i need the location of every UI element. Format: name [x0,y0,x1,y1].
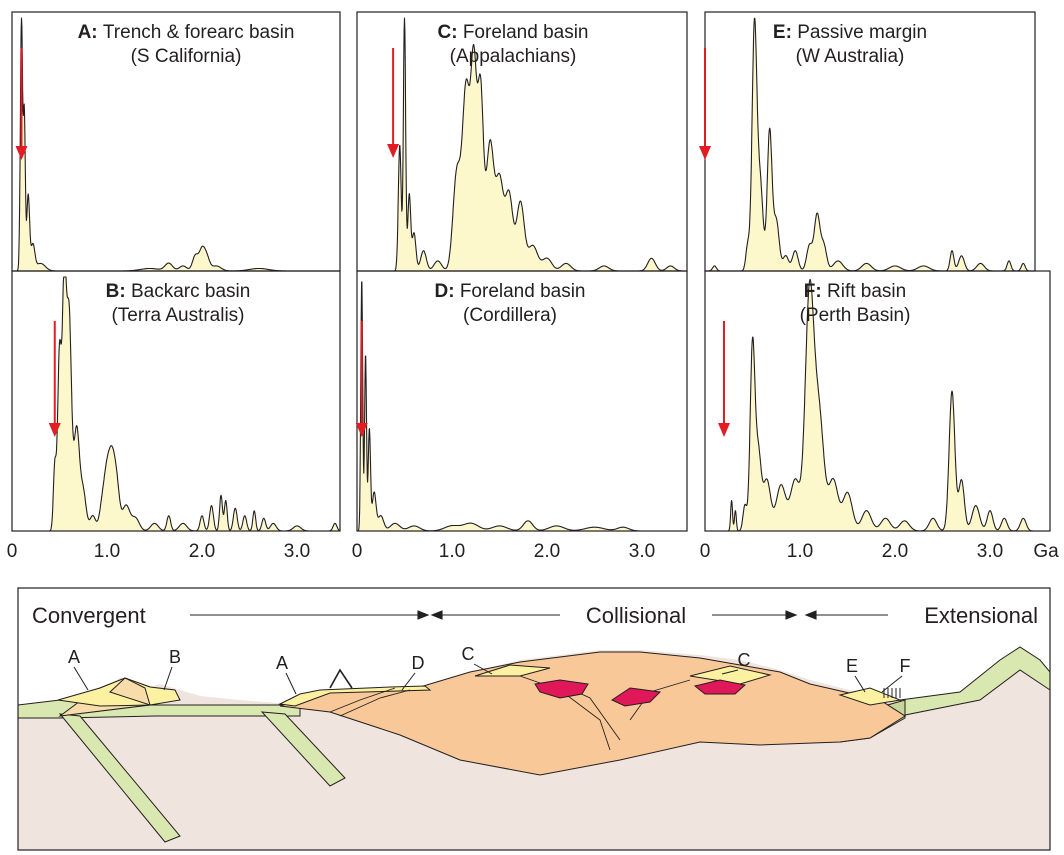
panel-title-text: Foreland basin [463,22,589,43]
sky [18,588,1050,705]
sediment-basin-c-left [474,664,551,677]
panel-title: F: Rift basin [804,281,906,302]
panel-frame [11,270,341,532]
panel-subtitle: (Terra Australis) [111,305,244,326]
arrow-head [355,423,368,437]
subducting-slab-1 [58,713,181,843]
panel-title-text: Trench & forearc basin [103,22,295,43]
panel-frame [356,270,688,532]
heading-collisional: Collisional [586,603,686,628]
arrow-head [15,146,28,160]
heading-extensional: Extensional [924,603,1038,628]
tick-label: 1.0 [787,541,813,562]
panel-title-text: Foreland basin [460,281,586,302]
detrital-age-panels: A: Trench & forearc basin (S California) B… [11,11,1051,532]
panel-title: A: Trench & forearc basin [78,22,295,43]
basin-label: B [169,647,181,667]
age-distribution-e [704,17,1036,272]
panel-letter: A: [78,22,103,43]
panel-c: C: Foreland basin (Appalachians) [356,11,688,272]
panel-subtitle: (Cordillera) [463,305,557,326]
tick-label: 2.0 [882,541,908,562]
panel-letter: B: [106,281,131,302]
age-distribution-f [704,279,1039,532]
tick-label: 3.0 [284,541,310,562]
tick-label: 0 [7,541,18,562]
tick-label: 2.0 [534,541,560,562]
sediment-basin-e-f [838,687,902,706]
arc-volcano [109,677,151,706]
panel-title-text: Rift basin [827,281,906,302]
panel-letter: E: [773,22,797,43]
panel-title-text: Backarc basin [131,281,250,302]
volcano-symbol [329,668,353,689]
rift-hatching [883,688,901,698]
age-distribution-d [356,281,688,532]
panel-title: D: Foreland basin [434,281,585,302]
panel-letter: D: [434,281,459,302]
section-frame [17,587,1051,851]
arrow-head [718,423,730,437]
subducting-slab-2 [260,711,346,787]
panel-title: C: Foreland basin [437,22,588,43]
panel-letter: C: [437,22,462,43]
panel-subtitle: (S California) [131,46,242,67]
panel-letter: F: [804,281,827,302]
panel-e: E: Passive margin (W Australia) [699,11,1036,272]
heading-arrows [190,610,888,620]
basin-label: F [900,656,911,676]
magma-body [534,679,589,699]
thrust-fault [329,687,396,713]
arrow-head [48,423,61,437]
continental-crust [279,651,906,776]
tick-label: 2.0 [189,541,215,562]
heading-convergent: Convergent [32,603,146,628]
tick-label: 3.0 [629,541,655,562]
arrow-head [699,146,711,160]
tick-label: 3.0 [977,541,1003,562]
panel-title: E: Passive margin [773,22,927,43]
panel-d: D: Foreland basin (Cordillera) [355,270,688,532]
sediment-basin-a-d [278,685,432,707]
arrow-head [387,144,400,158]
magma-body [610,687,662,707]
tick-label: 0 [352,541,363,562]
x-axis-column-1: 0 1.0 2.0 3.0 [7,541,311,562]
x-axis-column-3: 0 1.0 2.0 3.0 Ga [700,541,1059,562]
basin-label: A [276,653,288,673]
panel-b: B: Backarc basin (Terra Australis) [11,270,341,532]
panel-frame [704,270,1051,532]
basin-label: A [68,647,80,667]
basin-label: C [462,644,475,664]
panel-subtitle: (Perth Basin) [800,305,911,326]
panel-title: B: Backarc basin [106,281,251,302]
panel-a: A: Trench & forearc basin (S California) [11,11,341,272]
x-unit-label: Ga [1033,541,1059,562]
tick-label: 1.0 [439,541,465,562]
basin-label: C [738,650,751,670]
panel-title-text: Passive margin [797,22,927,43]
basin-label: E [846,656,858,676]
panel-f: F: Rift basin (Perth Basin) [704,270,1051,532]
thrust-fault [339,689,411,717]
tectonic-cross-section: Convergent Collisional Extensional A B A… [17,587,1051,851]
basin-label: D [412,653,425,673]
magma-body [693,679,747,695]
panel-subtitle: (W Australia) [796,46,905,67]
tick-label: 0 [700,541,711,562]
x-axis-column-2: 0 1.0 2.0 3.0 [352,541,656,562]
panel-subtitle: (Appalachians) [450,46,577,67]
label-leaders [73,663,903,695]
tick-label: 1.0 [94,541,120,562]
